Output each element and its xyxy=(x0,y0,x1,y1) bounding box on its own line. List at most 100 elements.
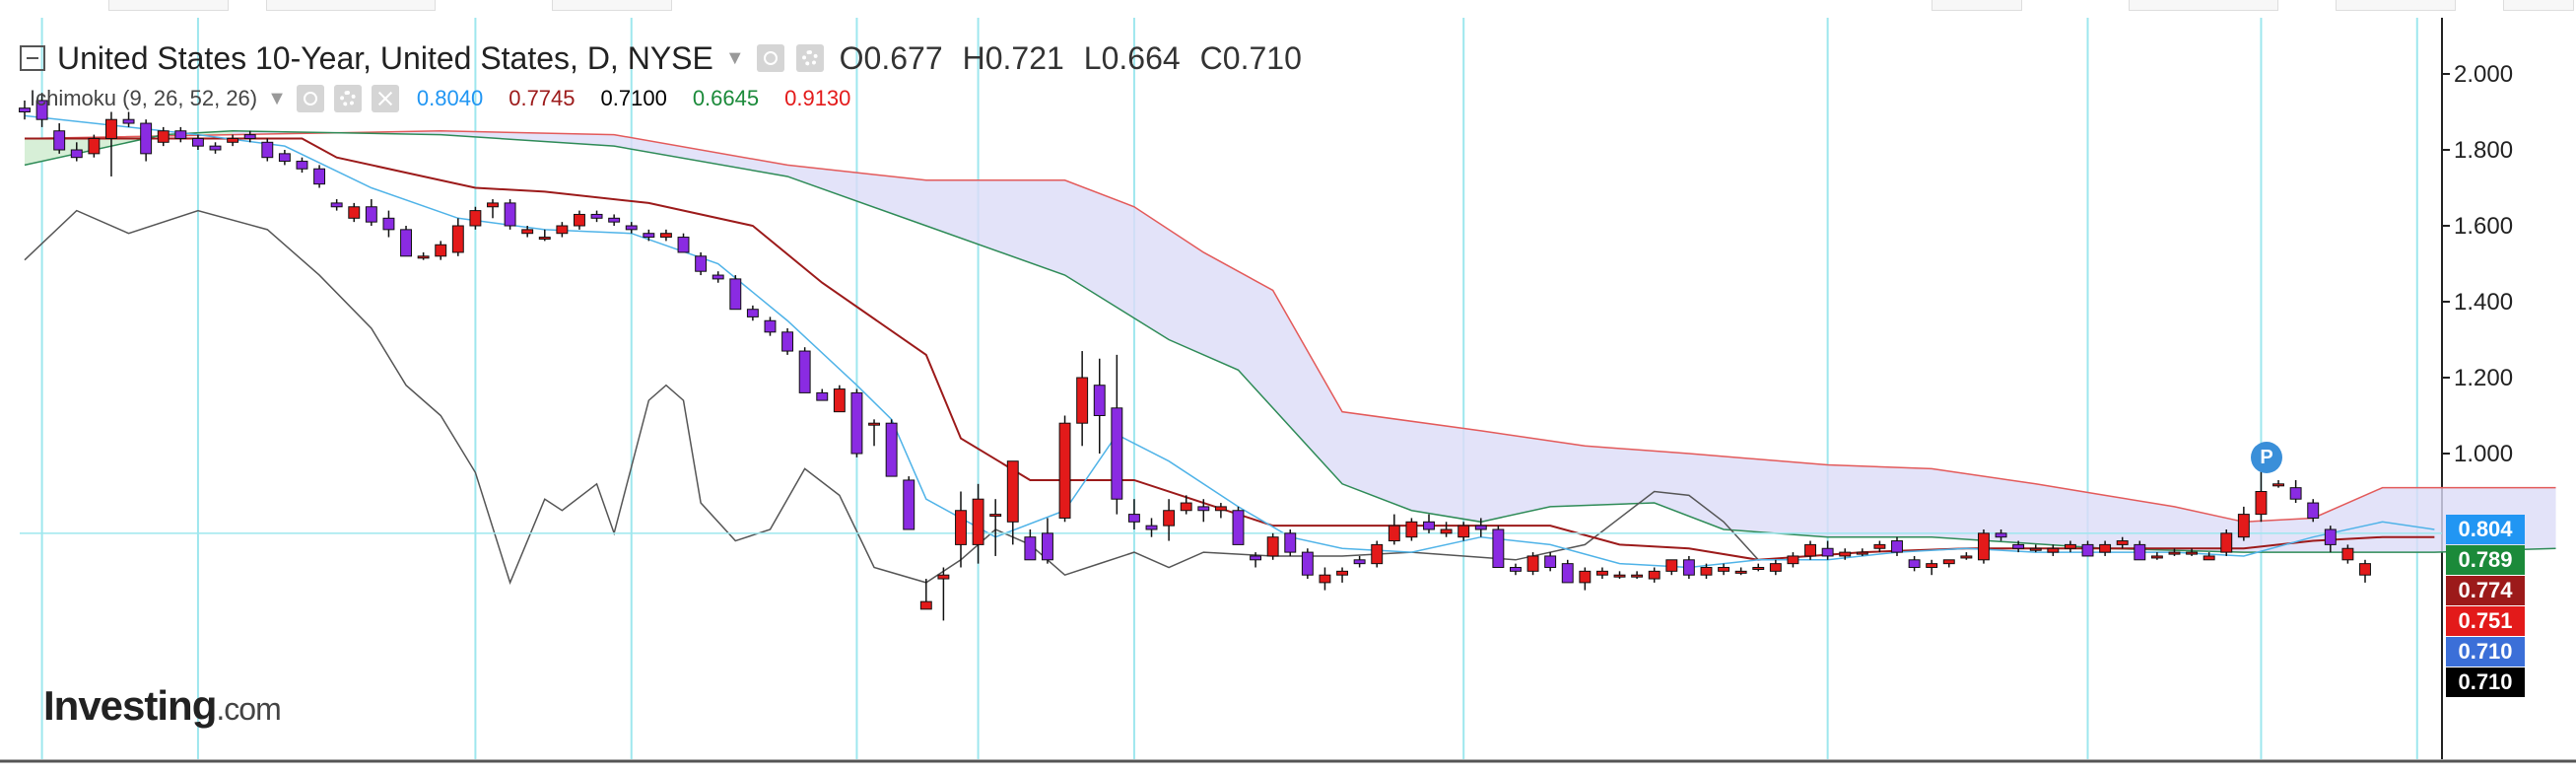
open-value: 0.677 xyxy=(863,39,943,76)
candle-body xyxy=(1163,510,1176,527)
candle-body xyxy=(1891,540,1903,553)
candle-body xyxy=(1561,563,1574,584)
candle-body xyxy=(1127,514,1140,523)
candle-body xyxy=(1978,532,1990,561)
price-scale-tag: 0.789 xyxy=(2446,545,2525,575)
candle-body xyxy=(278,153,291,163)
candle-body xyxy=(2359,563,2371,576)
pivot-badge[interactable]: P xyxy=(2251,442,2282,473)
ichimoku-cloud xyxy=(25,130,2556,553)
candle-body xyxy=(712,274,724,280)
candle-body xyxy=(1058,422,1071,519)
toolbar-segment[interactable] xyxy=(108,0,229,11)
investing-logo: Investing.com xyxy=(43,682,282,730)
candle-body xyxy=(88,137,101,155)
candle-body xyxy=(2150,555,2163,559)
toolbar-segment[interactable] xyxy=(552,0,672,11)
senkou-span-b-line xyxy=(24,129,2556,524)
candle-body xyxy=(2341,547,2354,561)
candle-body xyxy=(972,498,984,545)
candle-body xyxy=(1856,551,1868,555)
candle-body xyxy=(1266,536,1279,557)
candle-body xyxy=(2289,487,2302,500)
toolbar-segment[interactable] xyxy=(1932,0,2022,11)
gear-icon[interactable] xyxy=(333,85,362,112)
candle-body xyxy=(2307,502,2320,519)
candle-body xyxy=(746,309,759,317)
candle-body xyxy=(2012,543,2025,549)
candle-body xyxy=(1631,574,1644,578)
candle-body xyxy=(1579,570,1592,584)
close-icon[interactable] xyxy=(371,85,399,112)
candle-body xyxy=(313,168,326,185)
candle-body xyxy=(798,350,811,393)
candle-body xyxy=(816,391,829,401)
candle-body xyxy=(903,479,915,530)
candle-body xyxy=(1006,460,1019,523)
chevron-down-icon[interactable]: ▼ xyxy=(267,87,287,109)
candle-body xyxy=(417,255,430,259)
price-scale-tag: 0.751 xyxy=(2446,606,2525,636)
candle-body xyxy=(1457,525,1470,538)
candle-body xyxy=(2029,547,2042,551)
candle-body xyxy=(1301,551,1314,576)
candle-body xyxy=(556,225,569,235)
candle-body xyxy=(19,107,31,113)
candle-body xyxy=(989,514,1002,518)
logo-suffix: .com xyxy=(216,691,281,727)
candle-body xyxy=(2186,551,2199,555)
candle-body xyxy=(1024,536,1037,561)
toolbar-segment[interactable] xyxy=(2336,0,2456,11)
low-key: L xyxy=(1083,39,1102,76)
candle-body xyxy=(261,141,274,159)
candle-body xyxy=(695,255,708,272)
candle-body xyxy=(538,237,551,241)
candle-body xyxy=(140,122,153,155)
toolbar-segment[interactable] xyxy=(2503,0,2574,11)
indicator-value: 0.6645 xyxy=(692,86,760,110)
candle-body xyxy=(1111,407,1123,500)
candle-body xyxy=(1423,521,1435,530)
candle-body xyxy=(2168,551,2181,555)
candle-body xyxy=(487,202,499,208)
candle-body xyxy=(1388,525,1400,542)
indicator-label: Ichimoku (9, 26, 52, 26) xyxy=(30,86,258,110)
high-key: H xyxy=(962,39,985,76)
eye-icon[interactable] xyxy=(296,85,324,112)
indicator-value: 0.8040 xyxy=(416,86,484,110)
toolbar-segment[interactable] xyxy=(266,0,436,11)
chart-legend: United States 10-Year, United States, D,… xyxy=(20,34,1302,83)
collapse-icon[interactable] xyxy=(20,45,45,71)
indicator-values: 0.8040 0.7745 0.7100 0.6645 0.9130 xyxy=(417,86,850,111)
candle-body xyxy=(521,229,534,235)
indicator-value: 0.7100 xyxy=(600,86,667,110)
eye-icon[interactable] xyxy=(756,44,784,72)
candle-body xyxy=(868,422,880,426)
candle-body xyxy=(400,229,412,257)
ohlc-values: O0.677 H0.721 L0.664 C0.710 xyxy=(840,40,1302,77)
candle-body xyxy=(1284,532,1297,553)
candle-body xyxy=(157,130,169,143)
chevron-down-icon[interactable]: ▼ xyxy=(724,46,745,69)
candle-body xyxy=(330,202,343,208)
toolbar-segment[interactable] xyxy=(2129,0,2278,11)
candle-body xyxy=(643,233,655,239)
candle-body xyxy=(1093,385,1106,417)
candle-body xyxy=(1752,567,1765,570)
candle-body xyxy=(122,118,135,124)
candle-body xyxy=(296,161,308,170)
candle-body xyxy=(1492,528,1505,568)
candle-body xyxy=(764,319,777,333)
candle-body xyxy=(1734,570,1747,574)
candle-body xyxy=(2237,514,2250,538)
gear-icon[interactable] xyxy=(795,44,824,72)
candle-body xyxy=(1319,574,1331,584)
candle-body xyxy=(1682,559,1695,576)
candle-body xyxy=(174,130,187,139)
candle-body xyxy=(1214,506,1227,512)
candle-body xyxy=(1648,570,1661,580)
candle-body xyxy=(1371,543,1384,565)
open-key: O xyxy=(839,39,864,76)
